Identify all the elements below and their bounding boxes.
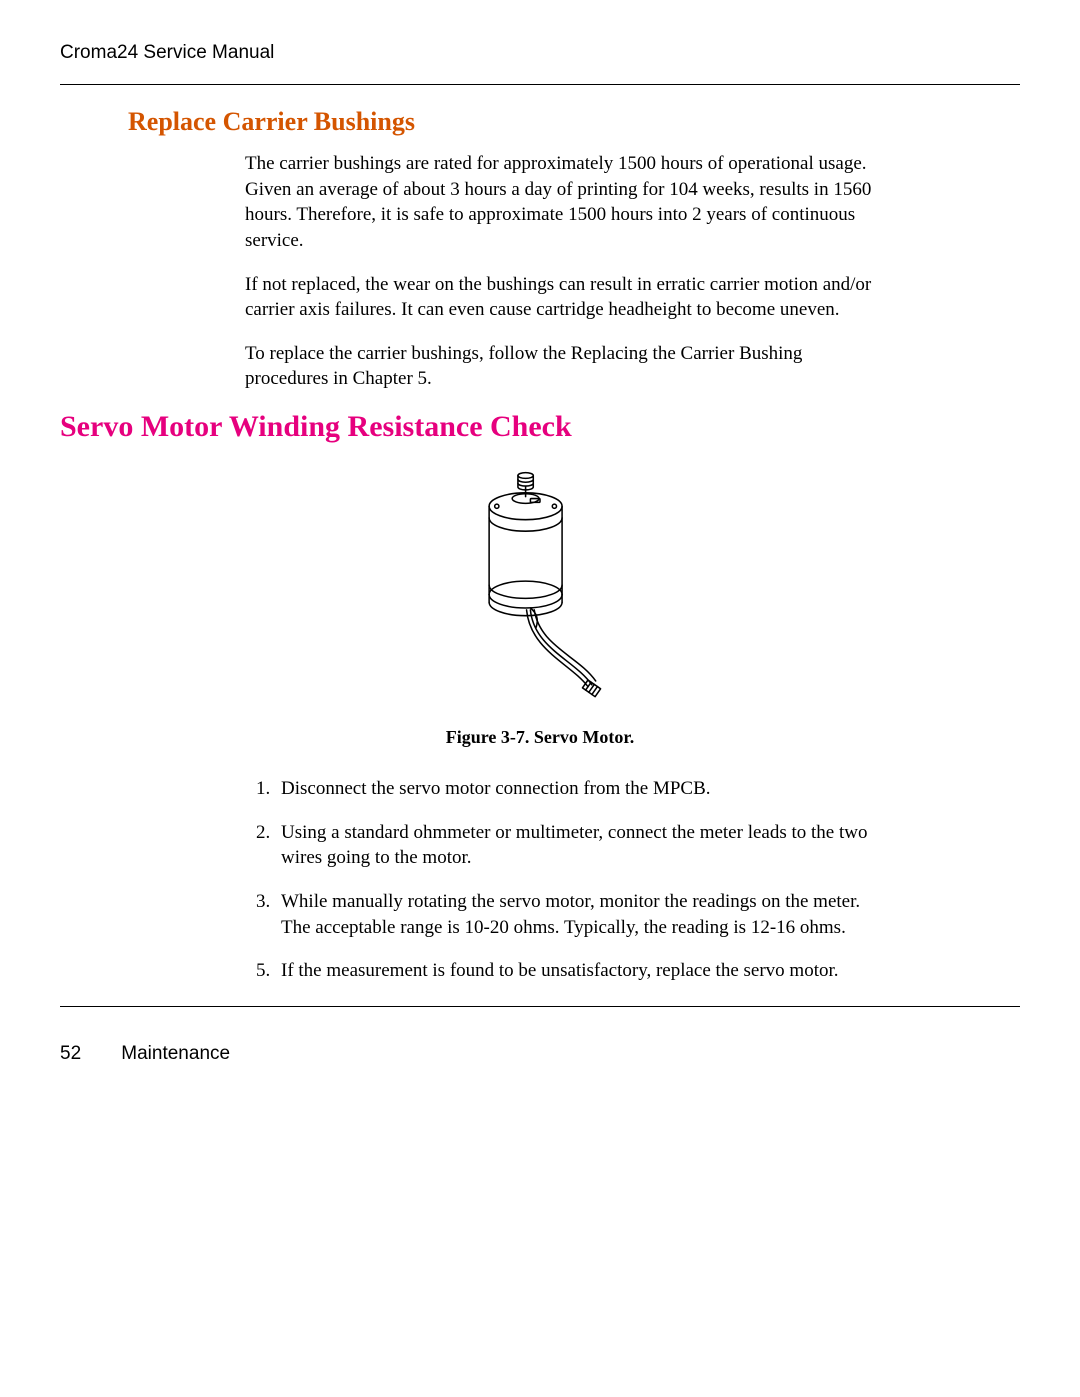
page-footer: 52 Maintenance xyxy=(60,1043,1020,1065)
section2-heading: Servo Motor Winding Resistance Check xyxy=(60,410,1020,444)
procedure-step: Using a standard ohmmeter or multimeter,… xyxy=(275,820,875,871)
procedure-step: While manually rotating the servo motor,… xyxy=(275,889,875,940)
header-rule xyxy=(60,84,1020,85)
section1-body: The carrier bushings are rated for appro… xyxy=(245,151,875,392)
footer-section-name: Maintenance xyxy=(121,1043,230,1064)
procedure-steps: Disconnect the servo motor connection fr… xyxy=(245,776,875,984)
page-header: Croma24 Service Manual xyxy=(60,42,1020,64)
section1-paragraph: The carrier bushings are rated for appro… xyxy=(245,151,875,254)
section1-heading: Replace Carrier Bushings xyxy=(128,107,1020,137)
section1-paragraph: If not replaced, the wear on the bushing… xyxy=(245,272,875,323)
figure-caption: Figure 3-7. Servo Motor. xyxy=(60,727,1020,748)
servo-motor-figure xyxy=(60,464,1020,709)
page: Croma24 Service Manual Replace Carrier B… xyxy=(0,0,1080,1397)
procedure-step: Disconnect the servo motor connection fr… xyxy=(275,776,875,802)
servo-motor-icon xyxy=(430,464,650,704)
page-number: 52 xyxy=(60,1043,116,1065)
footer-rule xyxy=(60,1006,1020,1007)
section1-paragraph: To replace the carrier bushings, follow … xyxy=(245,341,875,392)
procedure-step: If the measurement is found to be unsati… xyxy=(275,958,875,984)
